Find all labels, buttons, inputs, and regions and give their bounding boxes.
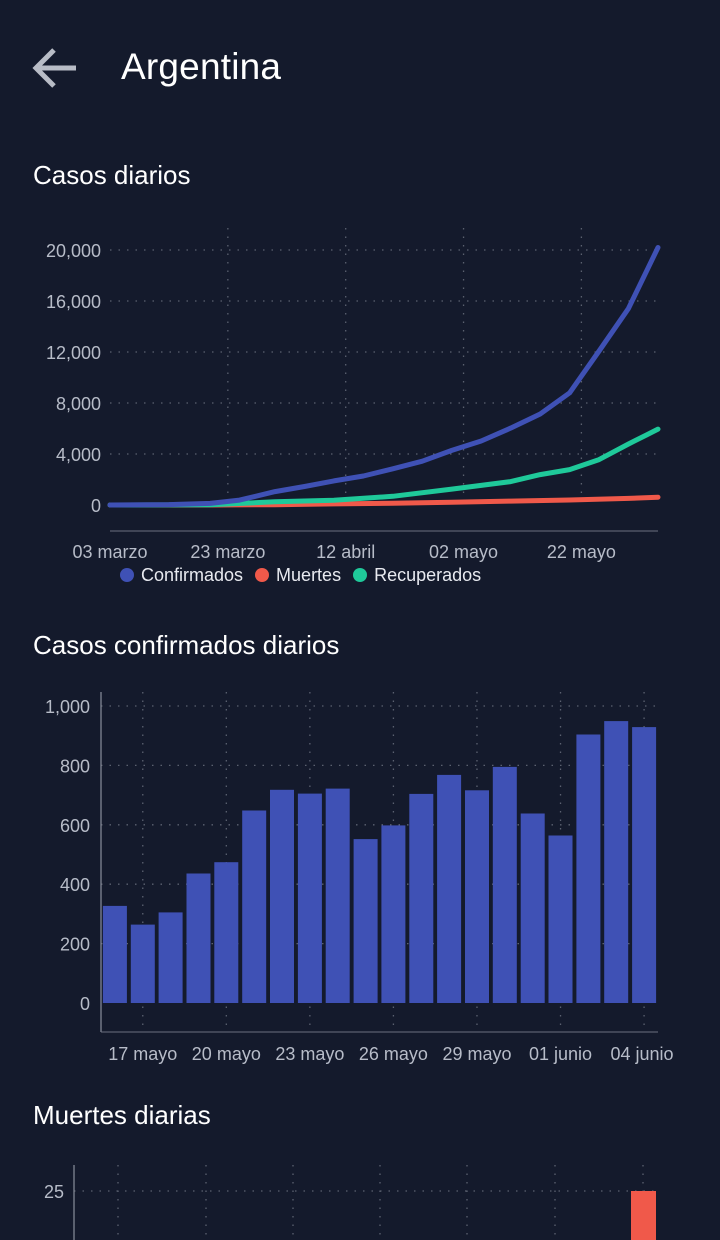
bar (520, 813, 545, 1003)
bar (465, 790, 489, 1003)
daily-confirmed-bar-chart: 0 200 400 600 800 1,000 17 mayo 20 mayo 23 mayo 2… (45, 692, 674, 1064)
section-title-deaths: Muertes diarias (33, 1100, 211, 1130)
x-tick-label: 23 marzo (190, 542, 265, 562)
back-arrow-icon[interactable] (30, 44, 82, 92)
y-tick-label: 400 (60, 875, 90, 895)
x-tick-label: 23 mayo (275, 1044, 344, 1064)
bar (604, 721, 629, 1003)
x-tick-label: 04 junio (610, 1044, 673, 1064)
chart-legend: Confirmados Muertes Recuperados (120, 562, 493, 588)
bar (297, 793, 322, 1003)
legend-item-recovered[interactable]: Recuperados (353, 565, 481, 586)
x-tick-label: 20 mayo (192, 1044, 261, 1064)
y-tick-label: 0 (91, 496, 101, 516)
legend-dot-confirmed (120, 568, 134, 582)
bar (381, 825, 406, 1003)
y-tick-label: 0 (80, 994, 90, 1014)
bar (437, 774, 462, 1003)
bar (102, 905, 127, 1003)
bar (214, 862, 239, 1003)
x-tick-label: 02 mayo (429, 542, 498, 562)
legend-dot-deaths (255, 568, 270, 582)
series-line-confirmed (107, 245, 661, 508)
bar (576, 734, 601, 1003)
x-tick-label: 01 junio (529, 1044, 592, 1064)
legend-dot-recovered (353, 568, 368, 582)
y-tick-label: 800 (60, 756, 90, 776)
legend-label-confirmed: Confirmados (141, 564, 244, 585)
series-line-recovered (107, 426, 661, 508)
bar (353, 839, 378, 1003)
legend-item-deaths[interactable]: Muertes (255, 565, 341, 586)
bar (325, 788, 350, 1003)
x-tick-label: 12 abril (316, 542, 375, 562)
bar (492, 766, 517, 1003)
y-tick-label: 8,000 (56, 394, 101, 414)
section-title-cumulative: Casos diarios (33, 160, 191, 190)
bar (130, 924, 155, 1003)
bar (632, 727, 657, 1003)
x-tick-label: 26 mayo (359, 1044, 428, 1064)
bar (158, 912, 183, 1003)
bar (242, 810, 267, 1003)
y-tick-label: 4,000 (56, 445, 101, 465)
page-title: Argentina (121, 46, 282, 87)
legend-item-confirmed[interactable]: Confirmados (120, 565, 243, 586)
bar (548, 835, 573, 1003)
x-tick-label: 17 mayo (108, 1044, 177, 1064)
cumulative-cases-line-chart: 0 4,000 8,000 12,000 16,000 20,000 03 marzo 23 … (46, 228, 661, 562)
legend-label-recovered: Recuperados (374, 564, 482, 585)
y-tick-label: 20,000 (46, 241, 101, 261)
bar (270, 789, 294, 1003)
bar (631, 1191, 656, 1240)
y-tick-label: 600 (60, 816, 90, 836)
y-tick-label: 200 (60, 935, 90, 955)
x-tick-label: 22 mayo (547, 542, 616, 562)
y-tick-label: 12,000 (46, 343, 101, 363)
y-tick-label: 25 (44, 1182, 64, 1202)
x-tick-label: 29 mayo (442, 1044, 511, 1064)
section-title-confirmed: Casos confirmados diarios (33, 630, 340, 660)
x-tick-label: 03 marzo (72, 542, 147, 562)
y-tick-label: 16,000 (46, 292, 101, 312)
legend-label-deaths: Muertes (276, 564, 342, 585)
bar (186, 873, 211, 1003)
y-tick-label: 1,000 (45, 697, 90, 717)
bar (409, 793, 434, 1003)
daily-deaths-bar-chart: 25 (44, 1165, 658, 1240)
app-bar: Argentina (0, 0, 720, 140)
